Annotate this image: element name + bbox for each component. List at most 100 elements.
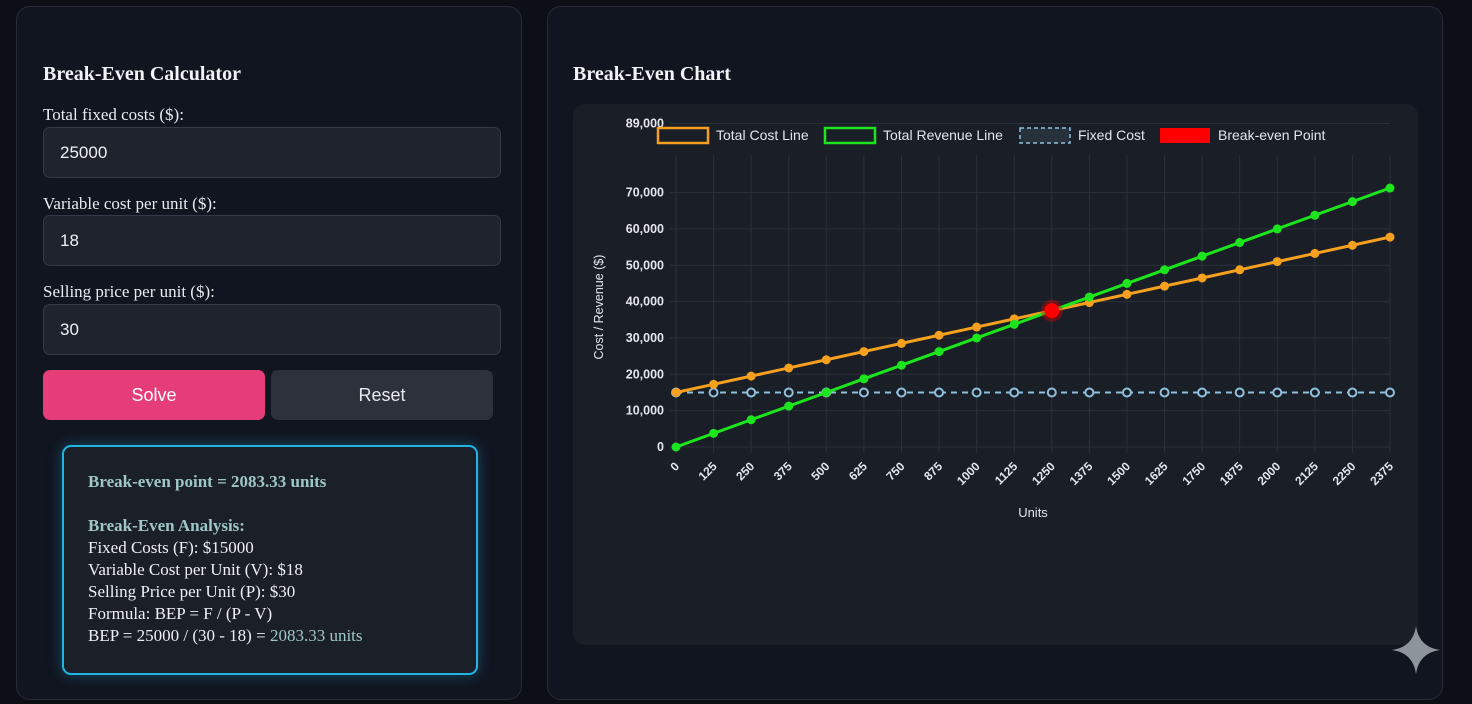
- y-tick-label: 50,000: [626, 258, 664, 272]
- data-point: [746, 415, 756, 425]
- x-tick-label: 250: [733, 459, 757, 483]
- fixed-costs-input[interactable]: [43, 127, 501, 178]
- data-point: [1347, 240, 1357, 250]
- data-point: [1159, 387, 1170, 398]
- x-tick-label: 875: [921, 459, 945, 483]
- data-point: [1235, 265, 1245, 275]
- legend-label: Total Revenue Line: [883, 127, 1003, 143]
- data-point: [896, 387, 907, 398]
- data-point: [1272, 224, 1282, 234]
- series-fixed-cost: [671, 387, 1395, 398]
- legend-swatch: [823, 126, 877, 145]
- data-point: [709, 428, 719, 438]
- data-point: [1234, 387, 1245, 398]
- x-tick-label: 1375: [1067, 459, 1096, 488]
- fixed-costs-label: Total fixed costs ($):: [43, 105, 184, 124]
- x-axis-label: Units: [1018, 505, 1048, 520]
- legend-swatch: [1019, 127, 1071, 144]
- data-point: [1009, 387, 1020, 398]
- data-point: [1160, 281, 1170, 291]
- data-point: [1084, 387, 1095, 398]
- break-even-chart: 0 10,000 20,000 30,000 40,000 50,000 60,000 70,…: [592, 116, 1396, 520]
- chart-legend: Total Cost Line Total Revenue Line Fixed C…: [656, 126, 1326, 145]
- data-point: [896, 360, 906, 370]
- data-point: [971, 387, 982, 398]
- data-point: [708, 387, 719, 398]
- break-even-point: [1044, 303, 1060, 319]
- data-point: [746, 371, 756, 381]
- x-tick-label: 1750: [1179, 459, 1208, 488]
- variable-cost-input[interactable]: [43, 215, 501, 266]
- data-point: [1310, 248, 1320, 258]
- data-point: [972, 333, 982, 343]
- data-point: [1084, 292, 1094, 302]
- series-total-revenue-line: [671, 183, 1395, 452]
- x-tick-label: 1250: [1029, 459, 1058, 488]
- data-point: [1009, 319, 1019, 329]
- y-tick-label: 60,000: [626, 222, 664, 236]
- data-point: [784, 363, 794, 373]
- data-point: [1197, 251, 1207, 261]
- data-point: [1385, 183, 1395, 193]
- x-tick-label: 625: [846, 459, 870, 483]
- data-point: [783, 387, 794, 398]
- data-point: [934, 387, 945, 398]
- y-tick-label: 0: [657, 440, 664, 454]
- chart-panel: Break-Even Chart 0 10,000 20,000 30,000 40,0…: [547, 6, 1443, 700]
- data-point: [1347, 197, 1357, 207]
- x-tick-label: 2000: [1255, 459, 1284, 488]
- calculator-panel: Break-Even Calculator Total fixed costs …: [16, 6, 522, 700]
- data-point: [1272, 257, 1282, 267]
- legend-label: Break-even Point: [1218, 127, 1326, 143]
- data-point: [1385, 387, 1395, 398]
- solve-button[interactable]: Solve: [43, 370, 265, 420]
- data-point: [1272, 387, 1283, 398]
- x-tick-label: 1125: [992, 459, 1021, 488]
- data-point: [896, 338, 906, 348]
- fixed-costs-line: Fixed Costs (F): $15000: [88, 538, 254, 557]
- analysis-title: Break-Even Analysis:: [88, 516, 245, 535]
- data-point: [859, 374, 869, 384]
- chart-grid: [670, 122, 1391, 453]
- x-tick-label: 1500: [1104, 459, 1133, 488]
- data-point: [972, 322, 982, 332]
- result-box: Break-even point = 2083.33 units Break-E…: [62, 445, 478, 675]
- reset-button[interactable]: Reset: [271, 370, 493, 420]
- selling-price-line: Selling Price per Unit (P): $30: [88, 582, 296, 601]
- chart-title: Break-Even Chart: [573, 63, 731, 85]
- data-point: [1160, 265, 1170, 275]
- x-tick-label: 1000: [954, 459, 983, 488]
- x-tick-label: 2250: [1330, 459, 1359, 488]
- data-point: [934, 330, 944, 340]
- series-line: [675, 235, 1391, 394]
- sparkle-icon: [1392, 626, 1440, 674]
- selling-price-input[interactable]: [43, 304, 501, 355]
- y-axis-label: Cost / Revenue ($): [592, 255, 606, 360]
- legend-swatch: [1160, 128, 1210, 143]
- data-point: [671, 387, 681, 397]
- y-tick-label: 40,000: [626, 295, 664, 309]
- series-line: [675, 186, 1391, 449]
- data-point: [1347, 387, 1358, 398]
- data-point: [934, 347, 944, 357]
- data-point: [784, 401, 794, 411]
- y-tick-label: 10,000: [626, 404, 664, 418]
- data-point: [671, 442, 681, 452]
- data-point: [709, 379, 719, 389]
- y-tick-label: 70,000: [626, 186, 664, 200]
- data-point: [1197, 387, 1208, 398]
- data-point: [821, 355, 831, 365]
- data-point: [1121, 387, 1132, 398]
- y-tick-label: 30,000: [626, 331, 664, 345]
- variable-cost-label: Variable cost per unit ($):: [43, 194, 217, 213]
- legend-swatch: [656, 126, 710, 145]
- x-tick-label: 2125: [1292, 459, 1321, 488]
- formula-line: Formula: BEP = F / (P - V): [88, 604, 273, 623]
- data-point: [1309, 387, 1320, 398]
- data-point: [1122, 278, 1132, 288]
- y-tick-label: 20,000: [626, 367, 664, 381]
- x-tick-label: 375: [771, 459, 795, 483]
- data-point: [1310, 210, 1320, 220]
- x-tick-label: 750: [884, 459, 908, 483]
- series-total-cost-line: [671, 232, 1395, 397]
